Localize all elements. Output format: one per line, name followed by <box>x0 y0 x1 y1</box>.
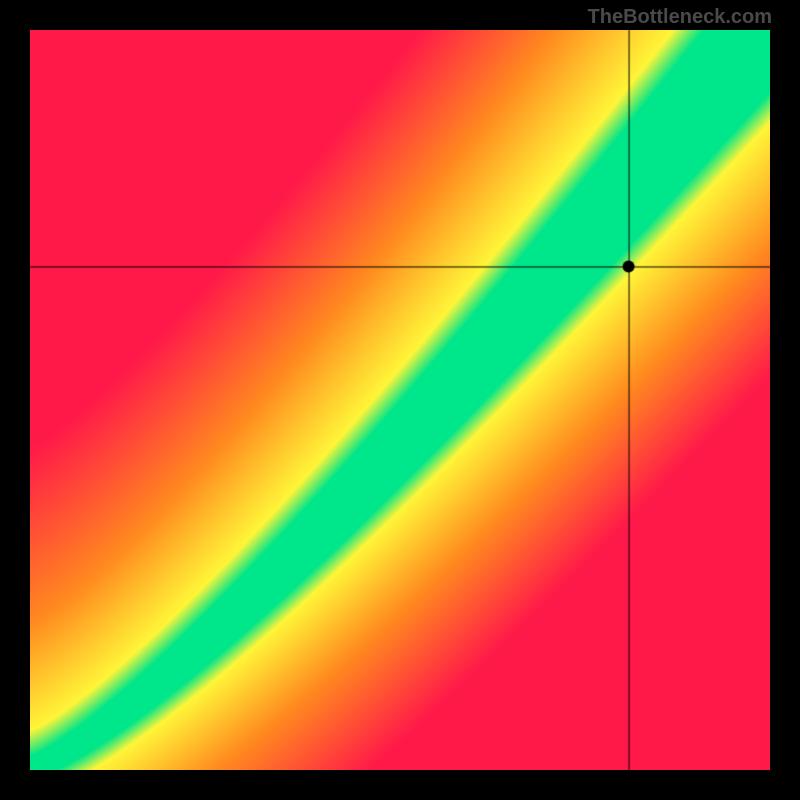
watermark-text: TheBottleneck.com <box>588 6 772 29</box>
bottleneck-heatmap <box>30 30 770 770</box>
heatmap-canvas <box>30 30 770 770</box>
